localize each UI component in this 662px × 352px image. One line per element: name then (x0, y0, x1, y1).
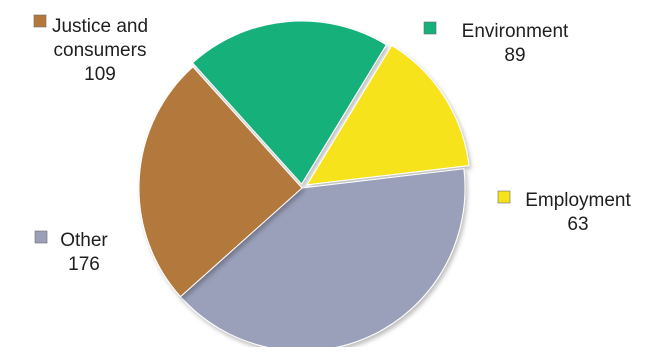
category-label: Employment (525, 190, 631, 211)
legend-marker-environment (423, 21, 437, 35)
legend-marker-other (34, 230, 48, 244)
label-justice-and-consumers: Justice and consumers 109 (33, 14, 148, 85)
label-employment: Employment 63 (497, 190, 632, 235)
value-label: 63 (567, 214, 588, 235)
pie-slice-justice-and-consumers (138, 66, 303, 298)
category-label: Environment (462, 21, 569, 42)
category-label: Other (60, 230, 108, 251)
category-label: consumers (54, 40, 147, 61)
category-label: Justice and (52, 16, 148, 37)
value-label: 89 (504, 45, 525, 66)
pie-slice-environment (191, 20, 388, 185)
value-label: 109 (84, 64, 116, 85)
label-other: Other 176 (34, 230, 108, 275)
pie-slices (138, 20, 470, 352)
value-label: 176 (68, 254, 100, 275)
pie-slice-other (179, 168, 466, 352)
legend-marker-employment (497, 190, 511, 204)
label-environment: Environment 89 (423, 21, 569, 66)
legend-marker-justice-and-consumers (33, 14, 47, 28)
pie-labels: Justice and consumers 109 Environment 89 Empl… (33, 14, 632, 275)
pie-slice-employment (306, 44, 470, 186)
